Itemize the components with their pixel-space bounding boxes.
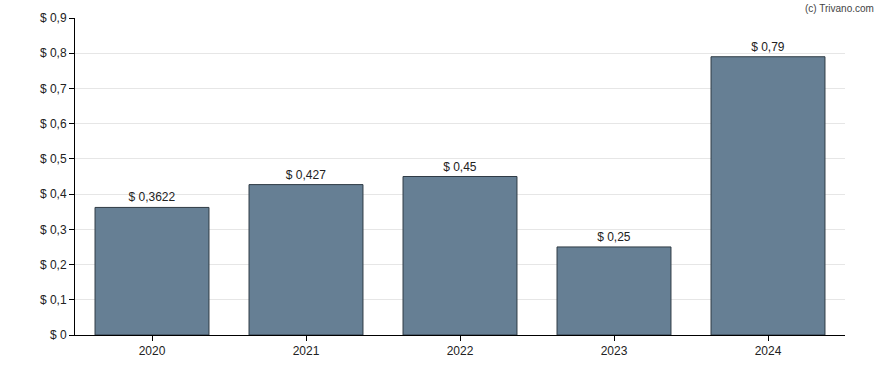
svg-text:$ 0,8: $ 0,8 <box>40 46 67 60</box>
svg-text:$ 0,3: $ 0,3 <box>40 223 67 237</box>
svg-text:$ 0,5: $ 0,5 <box>40 152 67 166</box>
svg-text:$ 0,2: $ 0,2 <box>40 258 67 272</box>
svg-text:2022: 2022 <box>447 344 474 358</box>
svg-text:2020: 2020 <box>139 344 166 358</box>
svg-text:$ 0,4: $ 0,4 <box>40 187 67 201</box>
svg-text:$ 0,9: $ 0,9 <box>40 11 67 25</box>
svg-text:$ 0,79: $ 0,79 <box>751 40 785 54</box>
svg-text:$ 0,3622: $ 0,3622 <box>128 190 175 204</box>
svg-text:$ 0,25: $ 0,25 <box>597 230 631 244</box>
svg-text:$ 0,45: $ 0,45 <box>443 160 477 174</box>
svg-text:2024: 2024 <box>755 344 782 358</box>
svg-text:$ 0,1: $ 0,1 <box>40 293 67 307</box>
svg-text:$ 0,6: $ 0,6 <box>40 117 67 131</box>
svg-text:2021: 2021 <box>293 344 320 358</box>
svg-text:$ 0: $ 0 <box>50 328 67 342</box>
svg-text:(c) Trivano.com: (c) Trivano.com <box>805 3 874 14</box>
svg-text:$ 0,7: $ 0,7 <box>40 82 67 96</box>
svg-text:2023: 2023 <box>601 344 628 358</box>
svg-text:$ 0,427: $ 0,427 <box>286 168 326 182</box>
